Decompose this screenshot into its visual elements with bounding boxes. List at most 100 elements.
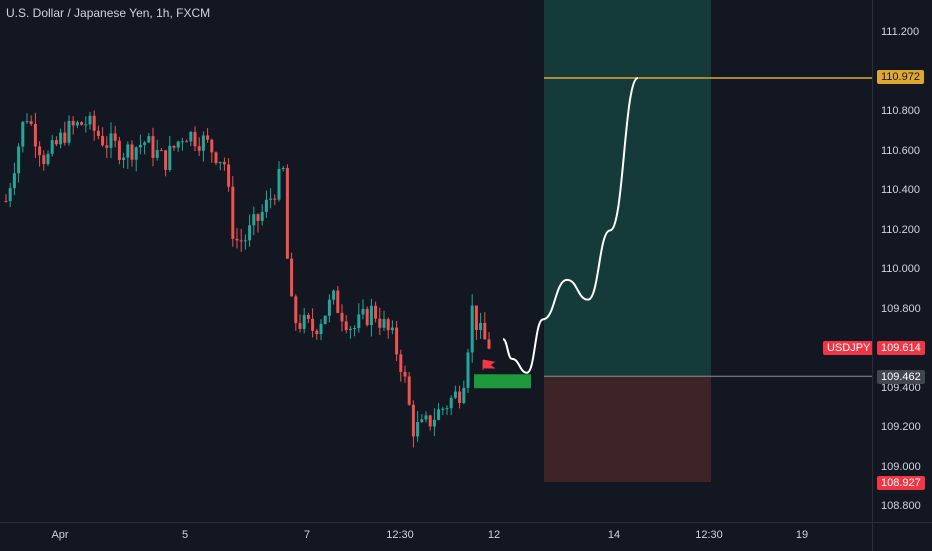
- candle-body: [369, 305, 373, 326]
- candle-body: [4, 200, 8, 202]
- candle-body: [134, 147, 138, 160]
- time-tick-label: Apr: [51, 529, 69, 541]
- candle-body: [340, 312, 344, 322]
- candle-body: [80, 122, 84, 125]
- symbol-tag: USDJPY: [823, 341, 872, 355]
- candle-body: [458, 391, 462, 403]
- candle-body: [411, 404, 415, 437]
- candle-body: [365, 308, 369, 326]
- candle-body: [441, 408, 445, 410]
- price-chart[interactable]: [0, 0, 872, 522]
- candle-body: [8, 188, 12, 202]
- candle-body: [147, 136, 151, 143]
- candle-body: [231, 186, 235, 239]
- candle-body: [248, 225, 252, 241]
- candle-body: [269, 198, 273, 200]
- chart-area[interactable]: U.S. Dollar / Japanese Yen, 1h, FXCM USD…: [0, 0, 872, 522]
- chart-legend: U.S. Dollar / Japanese Yen, 1h, FXCM: [6, 6, 211, 20]
- candle-body: [315, 330, 319, 335]
- candle-body: [332, 290, 336, 300]
- candle-body: [378, 318, 382, 328]
- candle-body: [46, 153, 50, 165]
- price-tick-label: 109.000: [881, 460, 921, 473]
- candle-body: [63, 132, 67, 143]
- candle-body: [298, 323, 302, 329]
- stop-zone: [544, 376, 711, 482]
- price-tick-label: 109.400: [881, 381, 921, 394]
- candle-body: [17, 146, 21, 174]
- candle-body: [25, 121, 29, 123]
- candle-body: [462, 387, 466, 403]
- candle-body: [432, 419, 436, 427]
- candle-body: [285, 168, 289, 259]
- candle-body: [302, 314, 306, 329]
- candle-body: [399, 354, 403, 372]
- candle-body: [168, 145, 172, 170]
- candle-body: [235, 238, 239, 241]
- candle-body: [206, 135, 210, 140]
- candle-body: [281, 168, 285, 170]
- candle-body: [197, 146, 201, 151]
- candle-body: [126, 144, 130, 158]
- candle-body: [38, 146, 42, 156]
- candle-body: [101, 136, 105, 146]
- candle-body: [164, 150, 168, 170]
- candle-body: [138, 144, 142, 148]
- candle-body: [420, 419, 424, 422]
- price-axis[interactable]: 111.200 110.800 110.600 110.400 110.200 110.0…: [872, 0, 932, 522]
- candle-body: [306, 314, 310, 319]
- candle-body: [185, 141, 189, 143]
- candle-body: [294, 296, 298, 324]
- price-tick-label: 109.800: [881, 302, 921, 315]
- price-tick-label: 109.200: [881, 421, 921, 433]
- candle-body: [445, 408, 449, 410]
- price-tick-label: 110.800: [881, 105, 920, 117]
- candle-body: [218, 162, 222, 164]
- candle-body: [227, 164, 231, 187]
- candle-body: [336, 290, 340, 313]
- candle-body: [96, 130, 100, 137]
- candle-body: [50, 140, 54, 154]
- candle-body: [143, 142, 147, 145]
- candle-body: [130, 144, 134, 160]
- candle-body: [109, 133, 113, 148]
- target-zone: [544, 0, 711, 377]
- candle-body: [428, 415, 432, 427]
- last-price-badge: 109.614: [877, 341, 925, 355]
- price-tick-label: 110.000: [881, 263, 920, 275]
- candle-body: [264, 199, 268, 212]
- candle-body: [361, 308, 365, 315]
- candle-body: [21, 121, 25, 147]
- candle-body: [483, 322, 487, 340]
- entry-price-badge: 109.462: [877, 370, 925, 384]
- time-axis[interactable]: Apr 5 7 12:30 12 14 12:30 19: [0, 522, 872, 551]
- candle-body: [59, 132, 63, 145]
- candle-body: [176, 141, 180, 148]
- candle-body: [357, 314, 361, 328]
- candle-body: [416, 421, 420, 437]
- candle-body: [386, 319, 390, 331]
- candle-body: [180, 141, 184, 143]
- time-tick-label: 19: [795, 529, 809, 541]
- time-tick-label: 12:30: [695, 529, 723, 541]
- time-tick-label: 12: [487, 529, 501, 541]
- candle-body: [239, 240, 243, 242]
- time-tick-label: 5: [181, 529, 189, 541]
- time-tick-label: 14: [607, 529, 621, 541]
- price-tick-label: 111.200: [881, 26, 920, 38]
- candle-body: [193, 131, 197, 147]
- candle-body: [474, 305, 478, 331]
- candle-body: [214, 152, 218, 164]
- candle-body: [374, 305, 378, 319]
- price-tick-label: 108.800: [881, 500, 921, 512]
- candle-body: [256, 214, 260, 221]
- candle-body: [344, 321, 348, 331]
- candle-body: [67, 120, 71, 143]
- candle-body: [348, 328, 352, 331]
- axis-corner: [872, 522, 932, 551]
- candle-body: [487, 339, 491, 349]
- candle-body: [151, 136, 155, 158]
- candle-body: [390, 327, 394, 331]
- candle-body: [42, 155, 46, 165]
- candle-body: [382, 319, 386, 328]
